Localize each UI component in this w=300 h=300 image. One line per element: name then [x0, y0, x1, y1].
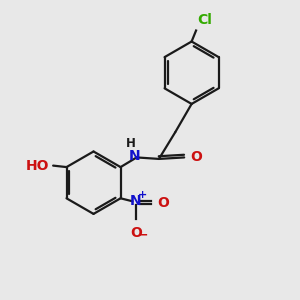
Text: +: + — [138, 190, 147, 200]
Text: N: N — [128, 149, 140, 163]
Text: N: N — [130, 194, 142, 208]
Text: O: O — [130, 226, 142, 240]
Text: HO: HO — [26, 159, 49, 172]
Text: Cl: Cl — [198, 13, 212, 27]
Text: −: − — [137, 228, 148, 241]
Text: O: O — [191, 150, 203, 164]
Text: H: H — [126, 137, 136, 150]
Text: O: O — [157, 196, 169, 210]
